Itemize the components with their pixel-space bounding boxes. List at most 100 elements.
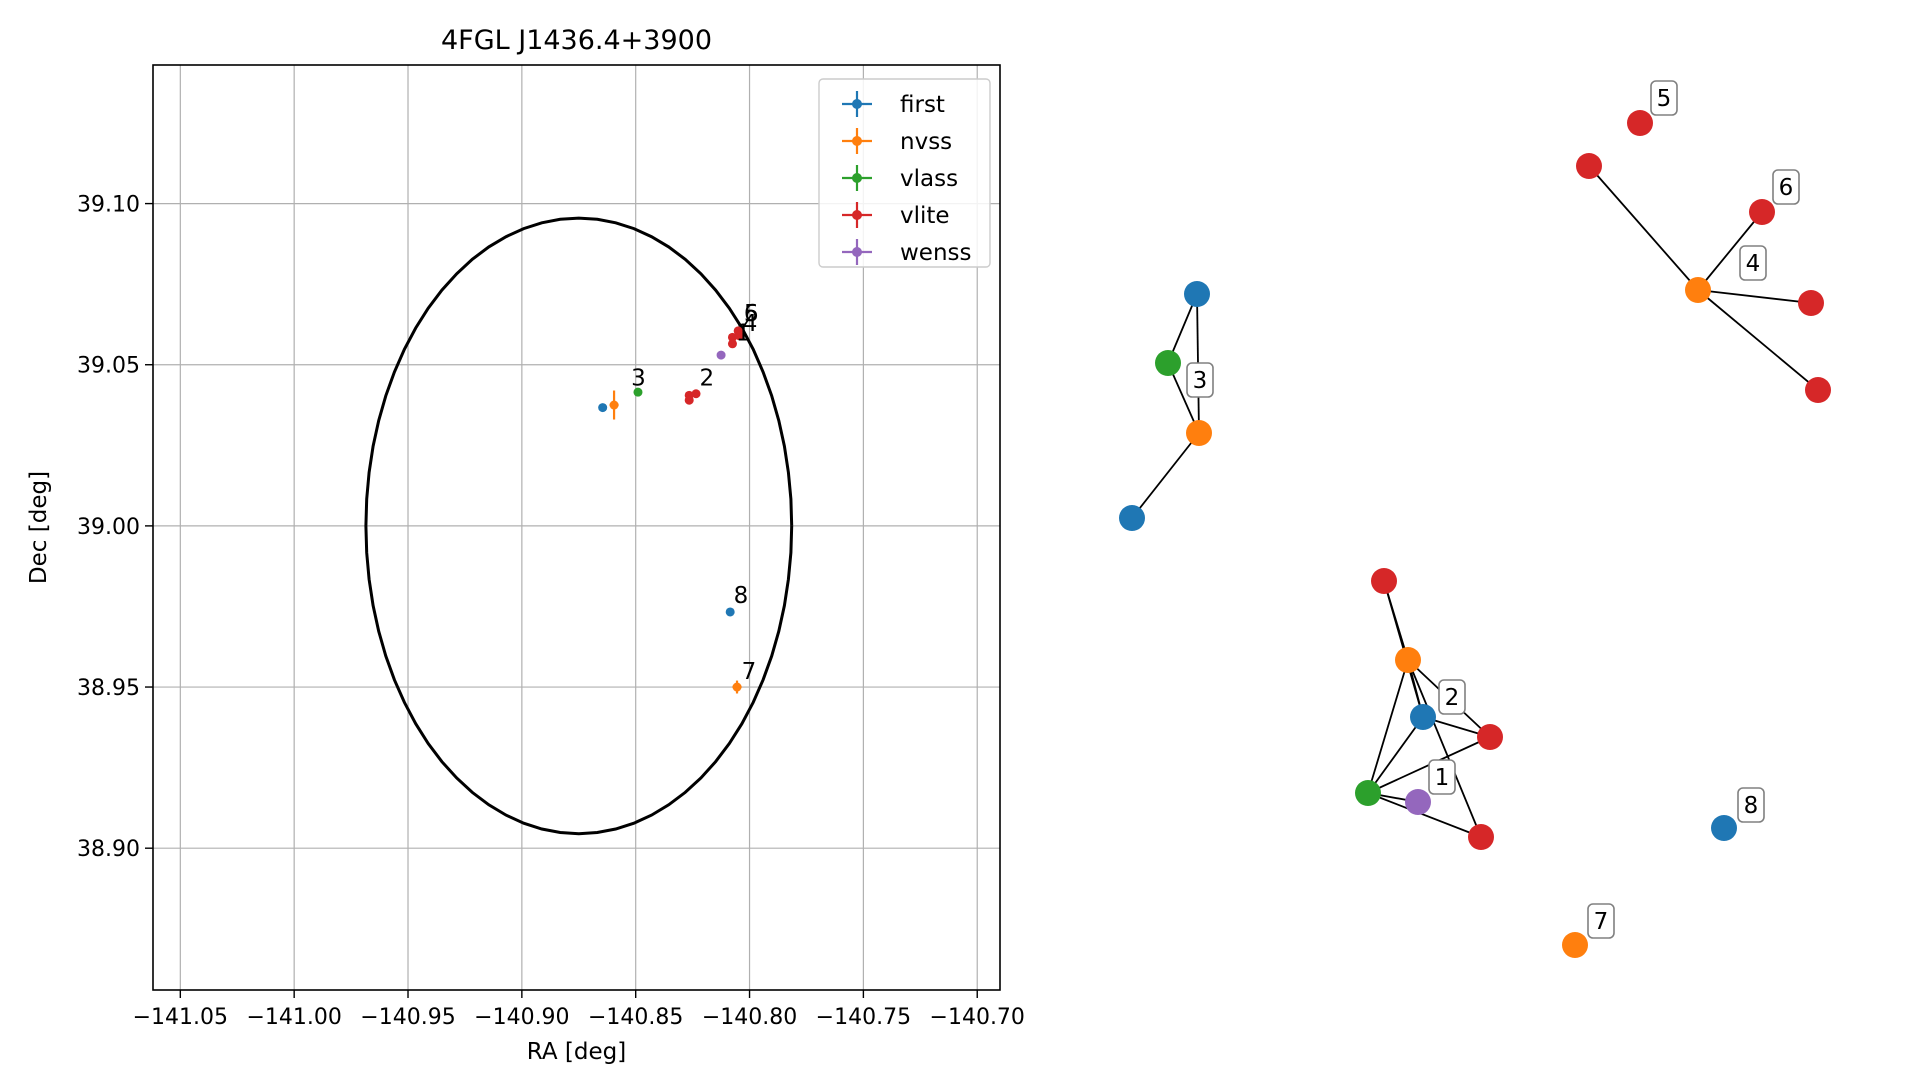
point-label: 8 <box>734 583 749 609</box>
point-label: 6 <box>744 301 759 327</box>
label-box-frame <box>1772 169 1800 205</box>
network-label-text: 4 <box>1746 251 1761 277</box>
point-label: 7 <box>742 659 757 685</box>
network-edge <box>1697 211 1763 291</box>
label-box-frame <box>1650 80 1678 116</box>
label-box-frame <box>1438 679 1466 715</box>
network-graph: 3 5 6 4 2 1 8 7 <box>1119 80 1831 958</box>
network-node-first <box>1410 704 1436 730</box>
label-box-frame <box>1186 362 1214 398</box>
point-marker <box>727 332 737 342</box>
data-point-first <box>598 403 608 413</box>
x-tick-label: −140.90 <box>474 1005 569 1030</box>
point-label: 1 <box>736 321 751 347</box>
x-tick-label: −140.70 <box>930 1005 1025 1030</box>
network-label-text: 8 <box>1744 793 1759 819</box>
network-label-text: 1 <box>1435 765 1450 791</box>
network-label-text: 5 <box>1657 86 1672 112</box>
network-label-text: 7 <box>1594 909 1609 935</box>
point-marker <box>716 350 726 360</box>
network-label-box: 1 <box>1428 759 1456 795</box>
network-edge <box>1131 432 1200 519</box>
network-edges <box>1131 165 1819 838</box>
network-label-box: 7 <box>1587 903 1615 939</box>
legend-label: nvss <box>900 129 952 155</box>
data-point-first <box>725 607 735 617</box>
network-node-vlass <box>1355 780 1381 806</box>
point-marker <box>609 400 619 410</box>
network-label-box: 6 <box>1772 169 1800 205</box>
network-label-text: 6 <box>1779 175 1794 201</box>
error-ellipse <box>364 216 794 836</box>
point-label: 2 <box>699 366 714 392</box>
network-node-vlite <box>1477 724 1503 750</box>
network-node-vlite <box>1468 824 1494 850</box>
label-box-frame <box>1739 245 1767 281</box>
network-label-box: 4 <box>1739 245 1767 281</box>
legend-marker <box>852 247 862 257</box>
point-marker <box>633 387 643 397</box>
network-edge <box>1367 792 1482 838</box>
network-labels: 3 5 6 4 2 1 8 7 <box>1186 80 1800 939</box>
legend-entry: nvss <box>842 128 952 155</box>
network-edge <box>1588 165 1699 291</box>
point-label: 5 <box>744 301 759 327</box>
legend-marker <box>852 99 862 109</box>
legend-marker <box>852 173 862 183</box>
network-label-text: 2 <box>1445 685 1460 711</box>
data-point-nvss <box>609 390 619 420</box>
point-marker <box>732 682 742 692</box>
legend-entry: vlass <box>842 165 958 192</box>
legend-label: wenss <box>900 240 972 266</box>
network-node-wenss <box>1405 789 1431 815</box>
data-point-vlass <box>633 387 643 397</box>
point-label: 4 <box>743 311 758 337</box>
network-label-box: 5 <box>1650 80 1678 116</box>
x-tick-label: −140.80 <box>702 1005 797 1030</box>
data-points <box>598 326 744 694</box>
data-point-nvss <box>732 680 742 694</box>
network-edge <box>1697 289 1819 391</box>
network-node-first <box>1184 281 1210 307</box>
x-axis-ticks: −141.05 −141.00 −140.95 −140.90 −140.85 −140.… <box>133 990 1025 1030</box>
network-label-box: 3 <box>1186 362 1214 398</box>
network-edge <box>1367 716 1424 794</box>
point-marker <box>691 389 701 399</box>
network-node-vlite <box>1371 568 1397 594</box>
legend-entry: first <box>842 91 945 118</box>
network-node-vlass <box>1155 350 1181 376</box>
network-nodes <box>1119 110 1831 958</box>
point-marker <box>734 331 744 341</box>
data-point-vlite <box>691 389 701 399</box>
x-axis-label: RA [deg] <box>527 1039 626 1065</box>
network-edge <box>1407 659 1482 838</box>
network-edge <box>1367 659 1409 794</box>
data-point-vlite <box>727 332 737 342</box>
x-tick-label: −141.05 <box>133 1005 228 1030</box>
network-node-nvss <box>1395 647 1421 673</box>
point-marker <box>598 403 608 413</box>
point-marker <box>727 339 737 349</box>
point-marker <box>684 395 694 405</box>
y-tick-label: 39.00 <box>77 515 140 540</box>
network-node-vlite <box>1805 377 1831 403</box>
legend: first nvss vlass vlite wenss <box>818 78 991 268</box>
network-node-nvss <box>1685 277 1711 303</box>
y-tick-label: 39.05 <box>77 354 140 379</box>
y-axis-ticks: 38.90 38.95 39.00 39.05 39.10 <box>77 193 153 862</box>
data-point-vlite <box>727 339 737 349</box>
legend-label: vlite <box>900 203 950 229</box>
x-tick-label: −141.00 <box>246 1005 341 1030</box>
y-tick-label: 38.90 <box>77 837 140 862</box>
network-node-vlite <box>1798 290 1824 316</box>
label-box-frame <box>1737 787 1765 823</box>
network-edge <box>1697 289 1812 304</box>
network-node-vlite <box>1576 153 1602 179</box>
network-label-text: 3 <box>1193 368 1208 394</box>
legend-entry: wenss <box>842 239 972 266</box>
axes-frame <box>152 64 1001 991</box>
label-box-frame <box>1428 759 1456 795</box>
data-point-vlite <box>684 395 694 405</box>
